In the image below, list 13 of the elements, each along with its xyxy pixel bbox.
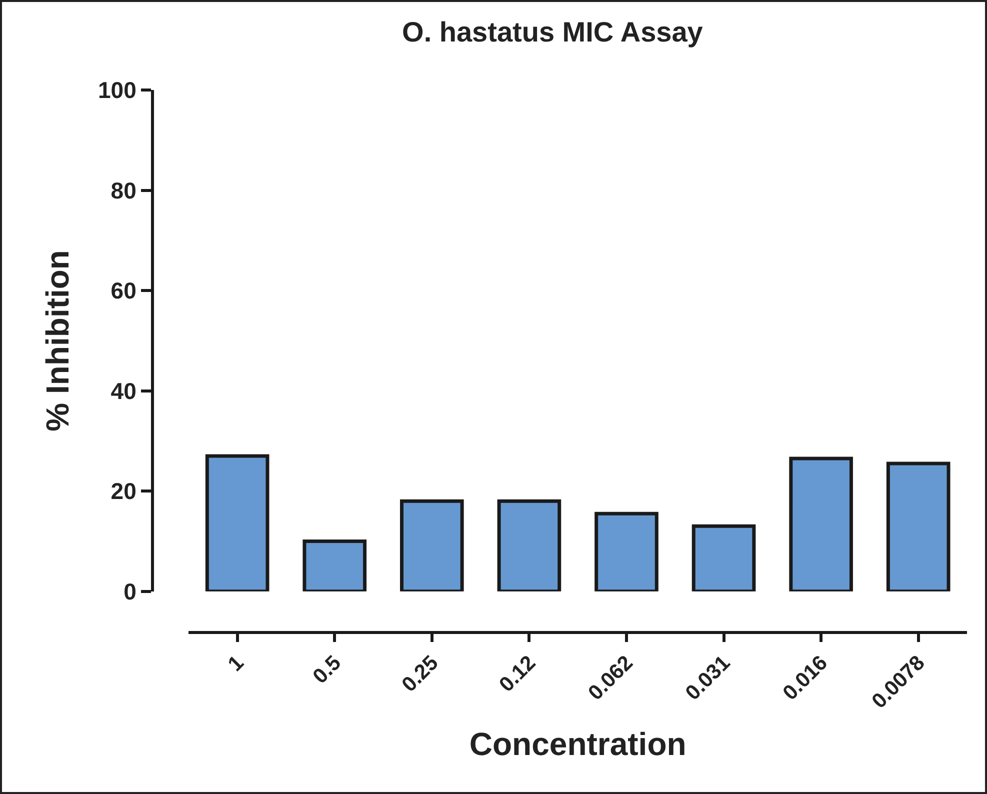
- x-tick-label: 0.25: [398, 651, 444, 697]
- y-axis-title: % Inhibition: [39, 250, 76, 432]
- y-tick-label: 0: [124, 578, 136, 604]
- y-tick-label: 40: [110, 378, 136, 404]
- x-tick-label: 1: [224, 651, 249, 676]
- chart-title: O. hastatus MIC Assay: [402, 16, 704, 48]
- x-tick-label: 0.12: [494, 651, 540, 697]
- y-tick-label: 60: [110, 278, 136, 304]
- x-axis-title: Concentration: [469, 726, 686, 762]
- y-tick-label: 100: [98, 77, 136, 104]
- y-tick-label: 20: [110, 478, 136, 504]
- x-tick-label: 0.5: [308, 651, 346, 688]
- y-tick-label: 80: [110, 177, 136, 204]
